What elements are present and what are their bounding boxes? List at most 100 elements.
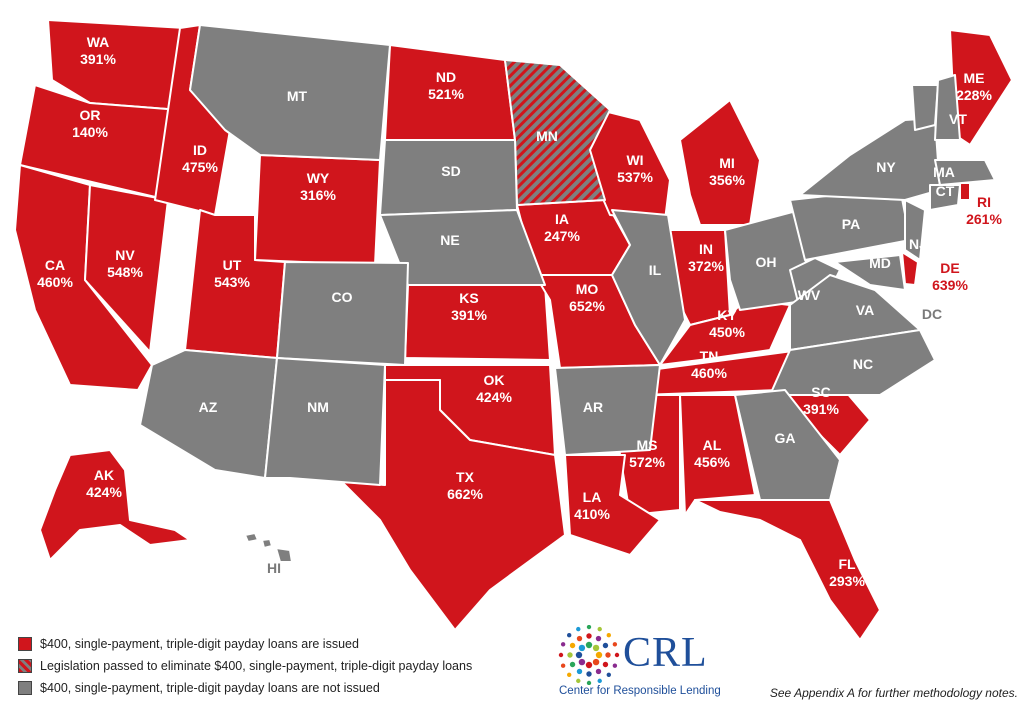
state-vt — [911, 84, 939, 131]
state-rate-sc: 391% — [803, 401, 839, 417]
state-label-ok: OK — [484, 372, 505, 388]
state-label-in: IN — [699, 241, 713, 257]
state-label-vt: VT — [949, 111, 967, 127]
legend-swatch-issued — [18, 637, 32, 651]
legend-label-legislation: Legislation passed to eliminate $400, si… — [40, 659, 473, 673]
state-label-pa: PA — [842, 216, 860, 232]
state-nc — [769, 329, 936, 396]
state-ak — [39, 449, 191, 561]
state-rate-nv: 548% — [107, 264, 143, 280]
state-label-ky: KY — [717, 307, 737, 323]
state-label-il: IL — [649, 262, 662, 278]
state-label-mo: MO — [576, 281, 599, 297]
state-nj — [904, 199, 926, 261]
legend-item-not-issued: $400, single-payment, triple-digit payda… — [18, 677, 558, 699]
state-rate-me: 228% — [956, 87, 992, 103]
state-label-nc: NC — [853, 356, 873, 372]
logo-title: CRL — [623, 630, 708, 676]
state-rate-ia: 247% — [544, 228, 580, 244]
state-hi — [244, 532, 293, 563]
logo-subtitle: Center for Responsible Lending — [559, 685, 721, 697]
state-label-ar: AR — [583, 399, 603, 415]
state-label-va: VA — [856, 302, 874, 318]
state-label-la: LA — [583, 489, 602, 505]
state-rate-ri: 261% — [966, 211, 1002, 227]
state-label-tn: TN — [700, 348, 719, 364]
state-de — [901, 251, 919, 286]
state-rate-ca: 460% — [37, 274, 73, 290]
legend-swatch-not-issued — [18, 681, 32, 695]
state-rate-tx: 662% — [447, 486, 483, 502]
state-md — [834, 254, 906, 291]
state-label-ak: AK — [94, 467, 114, 483]
state-label-ri: RI — [977, 194, 991, 210]
state-label-nd: ND — [436, 69, 456, 85]
state-ri — [959, 182, 971, 201]
state-il — [611, 209, 686, 366]
state-rate-tn: 460% — [691, 365, 727, 381]
state-rate-ak: 424% — [86, 484, 122, 500]
state-label-dc: DC — [922, 306, 942, 322]
legend-label-issued: $400, single-payment, triple-digit payda… — [40, 637, 359, 651]
state-label-tx: TX — [456, 469, 475, 485]
state-rate-fl: 293% — [829, 573, 865, 589]
state-label-nv: NV — [115, 247, 135, 263]
state-label-ga: GA — [775, 430, 796, 446]
state-rate-al: 456% — [694, 454, 730, 470]
state-rate-wa: 391% — [80, 51, 116, 67]
state-label-az: AZ — [199, 399, 218, 415]
legend: $400, single-payment, triple-digit payda… — [18, 633, 558, 699]
state-ga — [734, 389, 841, 501]
state-oh — [724, 209, 811, 311]
state-label-nh: NH — [941, 142, 961, 158]
state-rate-mo: 652% — [569, 298, 605, 314]
state-label-nj: NJ — [909, 236, 927, 252]
state-label-oh: OH — [756, 254, 777, 270]
state-rate-ok: 424% — [476, 389, 512, 405]
state-label-ks: KS — [459, 290, 478, 306]
state-label-sc: SC — [811, 384, 830, 400]
state-label-ny: NY — [876, 159, 896, 175]
state-rate-ms: 572% — [629, 454, 665, 470]
state-label-ut: UT — [223, 257, 242, 273]
state-label-co: CO — [332, 289, 353, 305]
state-label-ne: NE — [440, 232, 459, 248]
legend-item-legislation: Legislation passed to eliminate $400, si… — [18, 655, 558, 677]
legend-item-issued: $400, single-payment, triple-digit payda… — [18, 633, 558, 655]
state-nm — [264, 357, 386, 486]
state-ny — [799, 117, 941, 201]
state-rate-in: 372% — [688, 258, 724, 274]
state-label-me: ME — [964, 70, 985, 86]
state-rate-id: 475% — [182, 159, 218, 175]
state-rate-wy: 316% — [300, 187, 336, 203]
state-label-ct: CT — [936, 183, 955, 199]
state-label-ia: IA — [555, 211, 569, 227]
state-label-de: DE — [940, 260, 959, 276]
state-label-mn: MN — [536, 128, 558, 144]
state-label-nm: NM — [307, 399, 329, 415]
state-nv — [84, 184, 169, 353]
state-rate-de: 639% — [932, 277, 968, 293]
state-label-mi: MI — [719, 155, 735, 171]
state-rate-nd: 521% — [428, 86, 464, 102]
state-label-ms: MS — [637, 437, 658, 453]
state-label-ca: CA — [45, 257, 65, 273]
crl-logo: CRL Center for Responsible Lending — [555, 625, 725, 703]
state-co — [276, 261, 409, 366]
state-rate-ut: 543% — [214, 274, 250, 290]
state-label-mt: MT — [287, 88, 308, 104]
state-label-or: OR — [80, 107, 101, 123]
state-rate-la: 410% — [574, 506, 610, 522]
state-label-al: AL — [703, 437, 722, 453]
state-label-sd: SD — [441, 163, 460, 179]
state-ne — [379, 209, 546, 286]
state-nh — [934, 74, 961, 141]
state-rate-ks: 391% — [451, 307, 487, 323]
state-rate-wi: 537% — [617, 169, 653, 185]
state-label-wi: WI — [626, 152, 643, 168]
state-label-id: ID — [193, 142, 207, 158]
state-la — [564, 454, 661, 556]
state-ct — [929, 184, 961, 211]
crl-logo-dots-icon — [558, 625, 620, 685]
